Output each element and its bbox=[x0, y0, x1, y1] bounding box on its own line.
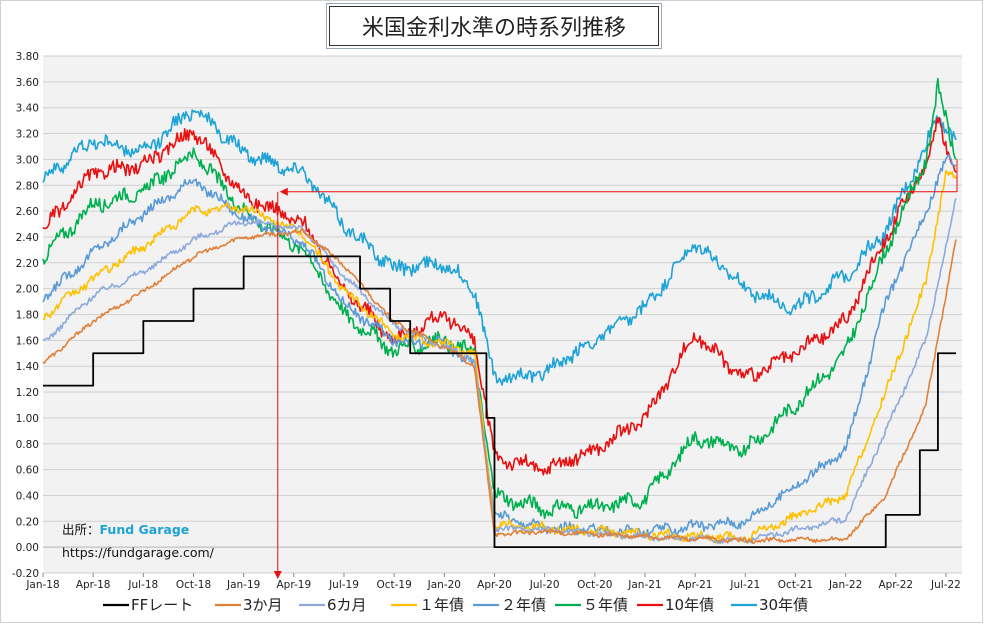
x-tick-label: Oct-21 bbox=[778, 579, 813, 591]
x-tick-label: Jan-18 bbox=[25, 579, 59, 591]
y-tick-label: -0.20 bbox=[12, 568, 39, 580]
x-tick-label: Jan-21 bbox=[627, 579, 661, 591]
source-credit: 出所：Fund Garage https://fundgarage.com/ bbox=[62, 522, 215, 560]
x-tick-label: Jan-19 bbox=[226, 579, 260, 591]
y-tick-label: 0.40 bbox=[16, 490, 39, 502]
legend-label: 3か月 bbox=[243, 596, 283, 614]
y-tick-label: 3.00 bbox=[16, 154, 39, 166]
arrow-left-icon bbox=[279, 187, 288, 196]
x-tick-label: Jul-22 bbox=[930, 579, 961, 591]
legend-label: 6カ月 bbox=[327, 596, 367, 614]
credit-url: https://fundgarage.com/ bbox=[62, 545, 215, 560]
legend-label: １年債 bbox=[419, 596, 464, 614]
legend-label: ５年債 bbox=[583, 596, 628, 614]
y-tick-label: 3.80 bbox=[16, 51, 39, 63]
series-line-0 bbox=[43, 255, 956, 549]
y-tick-label: 0.00 bbox=[16, 542, 39, 554]
credit-brand: Fund Garage bbox=[100, 522, 190, 537]
x-tick-label: Oct-18 bbox=[176, 579, 211, 591]
y-tick-label: 3.40 bbox=[16, 103, 39, 115]
y-tick-label: 2.40 bbox=[16, 232, 39, 244]
credit-label: 出所： bbox=[62, 522, 100, 537]
y-tick-label: 0.60 bbox=[16, 465, 39, 477]
x-tick-label: Jul-20 bbox=[529, 579, 560, 591]
x-tick-label: Apr-21 bbox=[678, 579, 713, 591]
series-lines bbox=[42, 77, 957, 549]
x-tick-label: Oct-20 bbox=[577, 579, 612, 591]
y-tick-label: 1.40 bbox=[16, 361, 39, 373]
x-tick-label: Jul-19 bbox=[328, 579, 359, 591]
svg-text:出所：Fund Garage: 出所：Fund Garage bbox=[62, 522, 189, 537]
y-tick-label: 2.00 bbox=[16, 284, 39, 296]
series-line-4 bbox=[42, 154, 957, 539]
arrow-down-icon bbox=[273, 571, 282, 579]
series-line-1 bbox=[42, 228, 957, 544]
series-line-7 bbox=[42, 109, 957, 386]
x-tick-label: Apr-22 bbox=[878, 579, 913, 591]
y-tick-label: 1.60 bbox=[16, 335, 39, 347]
x-tick-label: Jul-21 bbox=[729, 579, 760, 591]
x-tick-label: Oct-19 bbox=[376, 579, 411, 591]
x-tick-label: Apr-20 bbox=[477, 579, 512, 591]
y-tick-label: 3.20 bbox=[16, 129, 39, 141]
x-tick-label: Apr-18 bbox=[76, 579, 111, 591]
legend: FFレート 3か月 6カ月 １年債 ２年債 ５年債 10年債 30年債 bbox=[103, 596, 808, 614]
y-tick-label: 2.80 bbox=[16, 180, 39, 192]
legend-label: 30年債 bbox=[759, 596, 808, 614]
x-tick-label: Apr-19 bbox=[276, 579, 311, 591]
y-tick-label: 1.00 bbox=[16, 413, 39, 425]
y-tick-label: 1.80 bbox=[16, 310, 39, 322]
y-axis-ticks: -0.20 0.00 0.20 0.40 0.60 0.80 1.00 1.20 1.40 1.6… bbox=[12, 51, 39, 580]
y-tick-label: 1.20 bbox=[16, 387, 39, 399]
x-axis-ticks: Jan-18 Apr-18 Jul-18 Oct-18 Jan-19 Apr-19 Jul-… bbox=[25, 573, 961, 591]
chart-title: 米国金利水準の時系列推移 bbox=[329, 6, 659, 46]
x-tick-label: Jan-20 bbox=[427, 579, 461, 591]
legend-label: FFレート bbox=[131, 596, 193, 614]
y-tick-label: 3.60 bbox=[16, 77, 39, 89]
x-tick-label: Jan-22 bbox=[828, 579, 862, 591]
y-tick-label: 2.60 bbox=[16, 206, 39, 218]
series-line-2 bbox=[42, 197, 957, 545]
y-tick-label: 0.20 bbox=[16, 516, 39, 528]
annotations bbox=[273, 159, 958, 579]
y-tick-label: 2.20 bbox=[16, 258, 39, 270]
series-line-5 bbox=[42, 77, 957, 520]
y-tick-label: 0.80 bbox=[16, 439, 39, 451]
series-line-6 bbox=[42, 116, 957, 476]
x-tick-label: Jul-18 bbox=[127, 579, 158, 591]
legend-label: ２年債 bbox=[501, 596, 546, 614]
legend-label: 10年債 bbox=[665, 596, 714, 614]
